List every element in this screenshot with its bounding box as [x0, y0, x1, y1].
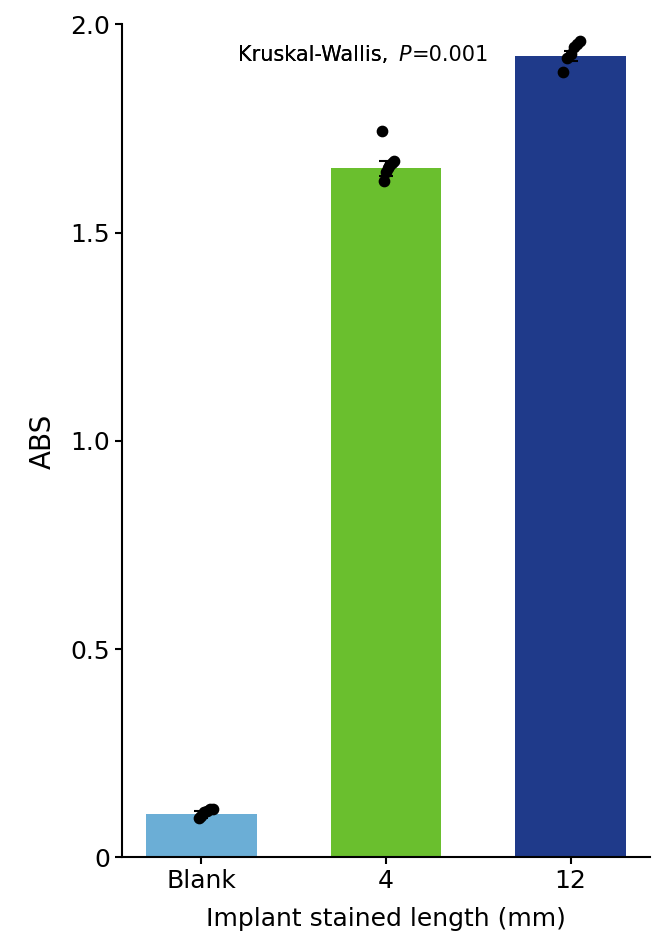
Point	[378, 173, 389, 188]
Bar	[515, 56, 626, 857]
Text: =0.001: =0.001	[412, 45, 489, 65]
Bar	[331, 168, 442, 857]
Point	[386, 155, 397, 170]
Text: P: P	[399, 45, 412, 65]
Point	[382, 161, 393, 176]
Point	[565, 46, 576, 61]
Point	[205, 802, 215, 817]
Point	[199, 805, 209, 820]
Point	[388, 153, 399, 168]
Y-axis label: ABS: ABS	[29, 413, 57, 468]
Point	[569, 40, 579, 55]
Point	[575, 34, 585, 49]
Point	[562, 50, 573, 65]
Point	[572, 37, 583, 52]
Point	[558, 65, 569, 80]
Text: Kruskal-Wallis,: Kruskal-Wallis,	[238, 45, 395, 65]
X-axis label: Implant stained length (mm): Implant stained length (mm)	[206, 907, 566, 931]
Point	[207, 801, 218, 816]
Point	[202, 803, 213, 818]
Bar	[146, 815, 257, 857]
Point	[194, 810, 204, 825]
Point	[196, 808, 207, 823]
Point	[384, 159, 394, 174]
Text: Kruskal-Wallis,: Kruskal-Wallis,	[238, 45, 395, 65]
Point	[376, 123, 387, 138]
Point	[381, 165, 392, 180]
